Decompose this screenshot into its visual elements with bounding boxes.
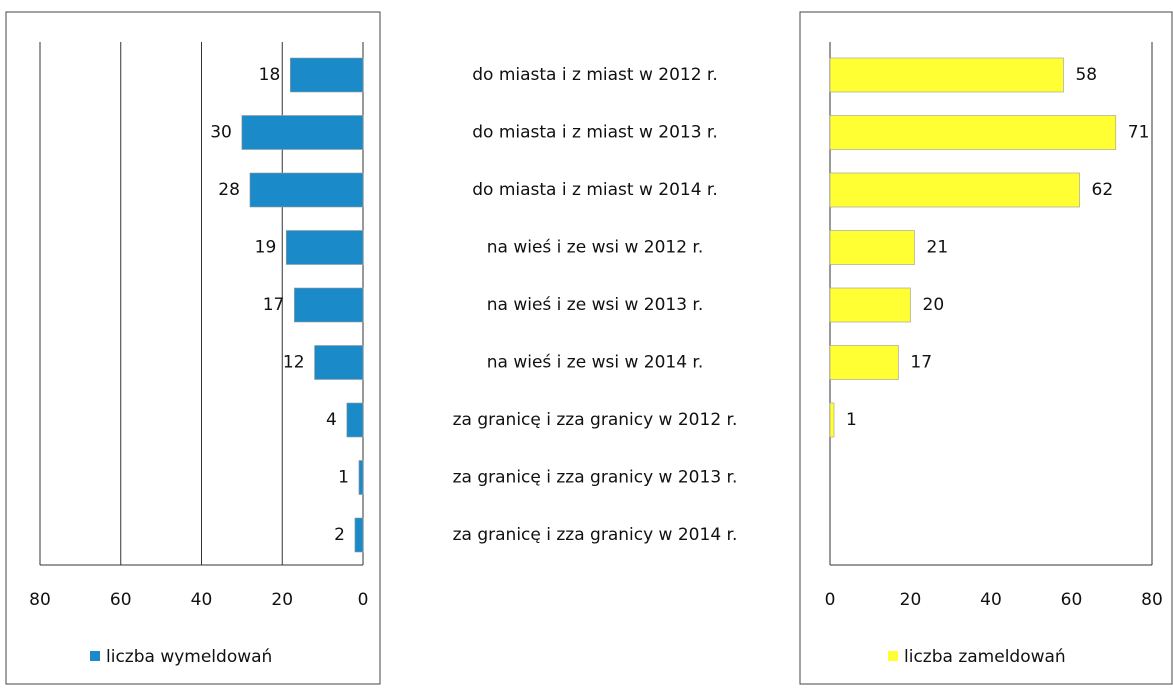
value-label: 12 — [283, 353, 305, 373]
x-tick-label: 0 — [358, 590, 369, 610]
bar — [829, 57, 1064, 93]
left-panel — [5, 11, 381, 685]
bar — [829, 230, 915, 265]
value-label: 71 — [1128, 123, 1150, 143]
value-label: 1 — [338, 468, 349, 488]
right-panel — [799, 11, 1173, 685]
category-label: za granicę i zza granicy w 2014 r. — [453, 525, 738, 545]
x-tick-label: 0 — [825, 590, 836, 610]
bar — [249, 172, 364, 208]
bar — [314, 345, 364, 380]
value-label: 17 — [263, 295, 285, 315]
x-tick-label: 40 — [191, 590, 213, 610]
value-label: 19 — [255, 238, 277, 258]
bar — [829, 172, 1080, 208]
value-label: 1 — [846, 410, 857, 430]
category-label: na wieś i ze wsi w 2012 r. — [487, 238, 704, 258]
bar — [358, 460, 364, 495]
category-label: do miasta i z miast w 2012 r. — [472, 65, 718, 85]
value-label: 4 — [326, 410, 337, 430]
x-tick-label: 80 — [1141, 590, 1163, 610]
value-label: 62 — [1092, 180, 1114, 200]
bar — [241, 115, 364, 150]
bar — [294, 287, 364, 323]
bar — [829, 345, 899, 380]
value-label: 20 — [923, 295, 945, 315]
bar — [829, 287, 911, 323]
legend-swatch — [888, 651, 898, 661]
value-label: 21 — [927, 238, 949, 258]
bar — [354, 517, 364, 553]
category-label: do miasta i z miast w 2013 r. — [472, 123, 718, 143]
bar — [290, 57, 364, 93]
category-label: na wieś i ze wsi w 2014 r. — [487, 353, 704, 373]
value-label: 30 — [210, 123, 232, 143]
value-label: 28 — [218, 180, 240, 200]
value-label: 18 — [259, 65, 281, 85]
legend-label: liczba wymeldowań — [106, 647, 272, 667]
value-label: 2 — [334, 525, 345, 545]
bar — [829, 402, 835, 438]
value-label: 17 — [910, 353, 932, 373]
x-tick-label: 20 — [271, 590, 293, 610]
bar — [346, 402, 364, 438]
bar — [829, 115, 1117, 150]
category-label: za granicę i zza granicy w 2012 r. — [453, 410, 738, 430]
x-tick-label: 20 — [900, 590, 922, 610]
legend-swatch — [90, 651, 100, 661]
category-label: za granicę i zza granicy w 2013 r. — [453, 468, 738, 488]
x-tick-label: 60 — [1061, 590, 1083, 610]
bar — [285, 230, 364, 265]
x-tick-label: 60 — [110, 590, 132, 610]
x-tick-label: 80 — [29, 590, 51, 610]
value-label: 58 — [1075, 65, 1097, 85]
legend-label: liczba zameldowań — [904, 647, 1066, 667]
category-label: do miasta i z miast w 2014 r. — [472, 180, 718, 200]
x-tick-label: 40 — [980, 590, 1002, 610]
category-label: na wieś i ze wsi w 2013 r. — [487, 295, 704, 315]
